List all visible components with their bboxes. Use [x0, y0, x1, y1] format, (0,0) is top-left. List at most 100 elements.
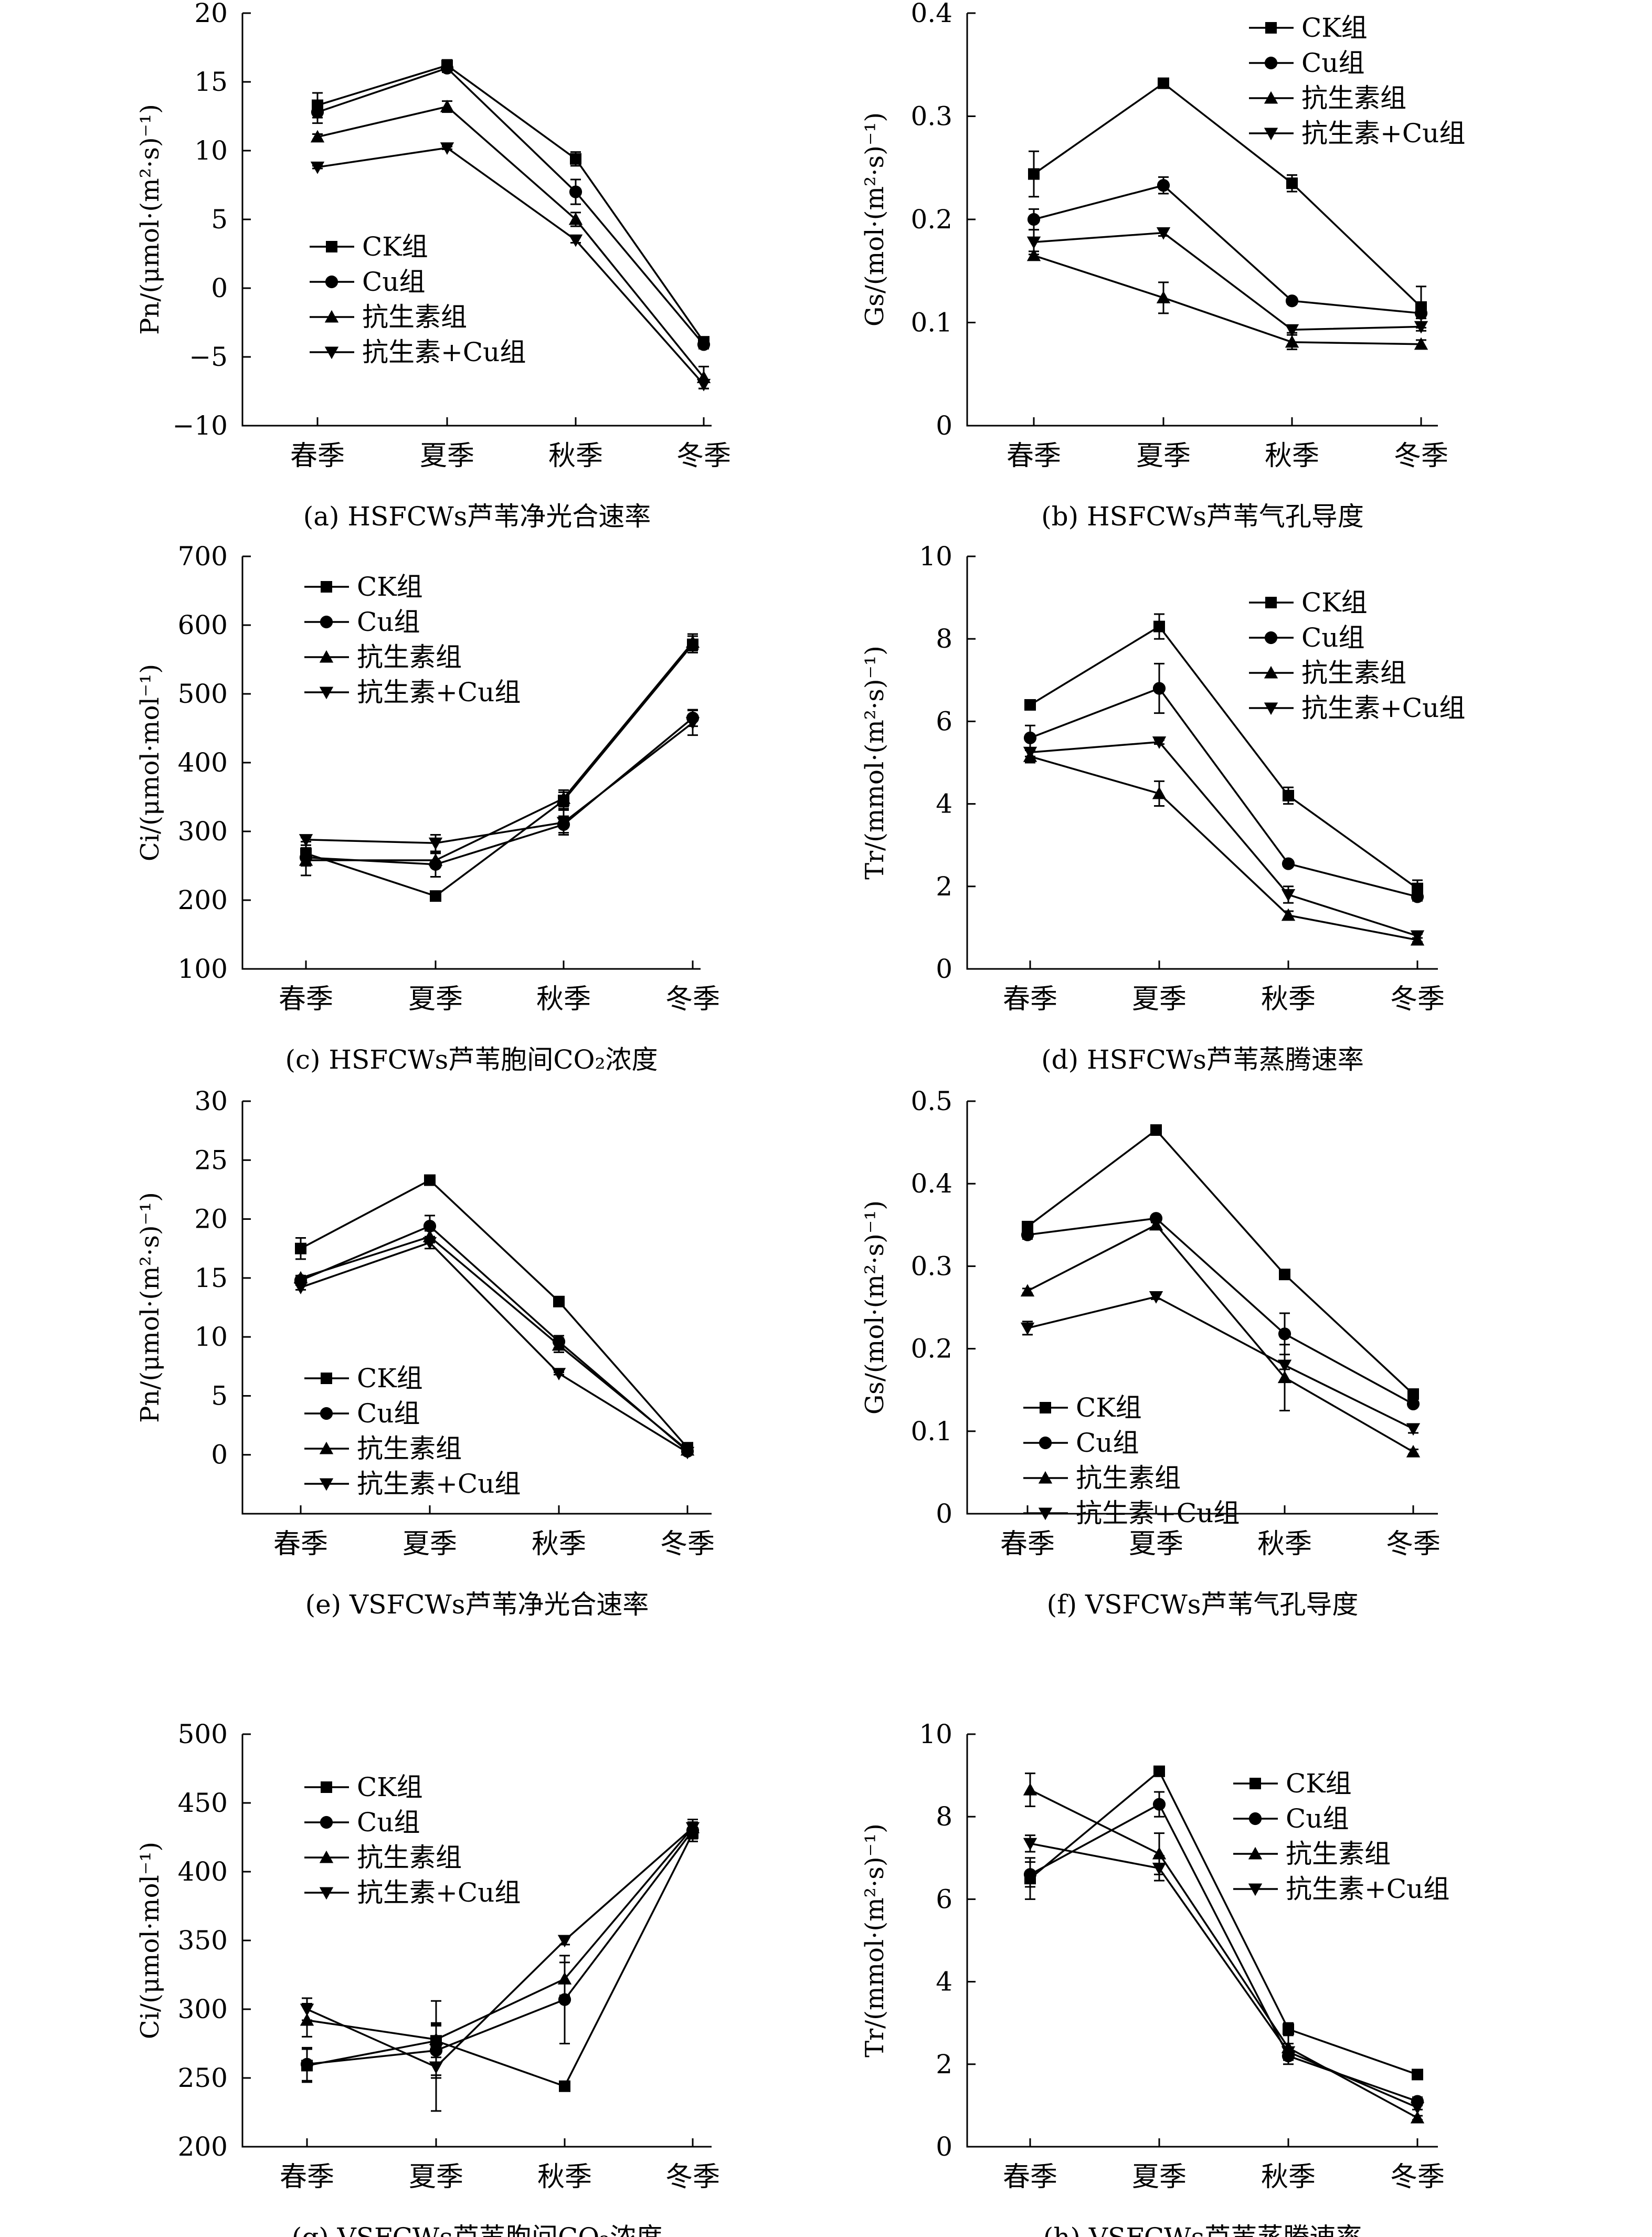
- y-tick-label: 8: [936, 1801, 952, 1832]
- data-point: [1414, 337, 1428, 350]
- legend-label: CK组: [357, 1363, 423, 1394]
- y-tick-label: 10: [194, 1322, 228, 1352]
- data-point: [1150, 1124, 1162, 1136]
- data-point: [1277, 1370, 1292, 1384]
- y-axis-label: Ci/(μmol·mol⁻¹): [135, 1842, 165, 2039]
- y-tick-label: 0: [211, 1440, 228, 1470]
- chart-panel-f: 0 0.1 0.2 0.3 0.4 0.5 春季 夏季 秋季 冬季 Gs/(mol·(m²·s)⁻¹…: [860, 1086, 1441, 1620]
- y-tick-label: 5: [211, 1380, 228, 1411]
- y-tick-label: 350: [178, 1925, 228, 1956]
- data-point: [559, 2080, 570, 2092]
- series-line: [1030, 625, 1418, 890]
- data-point: [299, 853, 313, 866]
- data-point: [1028, 168, 1040, 180]
- x-tick-label: 冬季: [660, 1528, 715, 1560]
- legend-marker: [324, 310, 339, 323]
- x-tick-label: 夏季: [1132, 984, 1187, 1015]
- legend-marker: [320, 1816, 333, 1829]
- y-tick-label: 0.3: [910, 1251, 952, 1281]
- data-point: [685, 635, 700, 648]
- legend-label: Cu组: [1301, 622, 1364, 653]
- y-axis-label: Gs/(mol·(m²·s)⁻¹): [860, 1200, 889, 1415]
- y-tick-label: 0: [936, 410, 952, 441]
- legend-label: 抗生素+Cu组: [362, 337, 526, 367]
- data-point: [568, 212, 583, 225]
- x-tick-label: 夏季: [420, 440, 474, 472]
- y-tick-label: 6: [936, 1884, 952, 1914]
- legend-marker: [321, 1781, 332, 1793]
- legend-marker: [1039, 1436, 1052, 1450]
- data-point: [299, 834, 313, 847]
- data-point: [428, 853, 443, 866]
- legend-label: CK组: [362, 231, 428, 262]
- data-point: [1156, 291, 1171, 303]
- data-point: [1285, 324, 1299, 337]
- chart-panel-c: 100 200 300 400 500 600 700 春季 夏季 秋季 冬季 Ci/(μmol·mo…: [135, 541, 720, 1075]
- data-point: [1286, 177, 1298, 189]
- x-tick-label: 冬季: [665, 2161, 720, 2193]
- legend-marker: [1038, 1507, 1053, 1521]
- y-tick-label: 0: [211, 273, 228, 303]
- data-point: [424, 1174, 436, 1186]
- legend-label: 抗生素+Cu组: [357, 1877, 521, 1908]
- legend-marker: [1264, 128, 1278, 141]
- x-tick-label: 春季: [1003, 2161, 1057, 2193]
- data-point: [1277, 1359, 1292, 1373]
- y-tick-label: 10: [919, 1719, 952, 1749]
- panel-caption: (g) VSFCWs芦苇胞间CO₂浓度: [292, 2222, 663, 2237]
- panel-caption: (c) HSFCWs芦苇胞间CO₂浓度: [285, 1044, 658, 1075]
- data-point: [1406, 1444, 1421, 1458]
- legend-label: CK组: [1301, 13, 1368, 43]
- y-tick-label: 2: [936, 2049, 952, 2080]
- y-tick-label: 300: [178, 816, 228, 847]
- legend-marker: [1249, 1778, 1261, 1789]
- series-line: [1030, 1842, 1418, 2108]
- data-point: [428, 837, 443, 850]
- legend-label: 抗生素组: [1076, 1463, 1181, 1493]
- series-line: [306, 1832, 694, 2087]
- legend-label: CK组: [1076, 1392, 1142, 1423]
- legend-label: Cu组: [357, 1398, 420, 1429]
- data-point: [685, 1822, 700, 1835]
- series-line: [305, 643, 694, 898]
- data-point: [1283, 2023, 1294, 2035]
- data-point: [1281, 2046, 1296, 2059]
- series-line: [306, 641, 694, 861]
- data-point: [1024, 699, 1036, 711]
- y-tick-label: 0: [936, 954, 952, 984]
- series-line: [300, 1241, 688, 1453]
- x-tick-label: 冬季: [1390, 2161, 1445, 2193]
- y-tick-label: 8: [936, 624, 952, 654]
- panel-caption: (b) HSFCWs芦苇气孔导度: [1041, 501, 1364, 532]
- x-tick-label: 夏季: [1132, 2161, 1187, 2193]
- legend-marker: [321, 1373, 332, 1384]
- data-point: [429, 2061, 443, 2074]
- y-axis-label: Gs/(mol·(m²·s)⁻¹): [860, 112, 889, 326]
- y-axis-label: Pn/(μmol·(m²·s)⁻¹): [135, 1192, 165, 1423]
- x-tick-label: 春季: [1000, 1528, 1055, 1560]
- y-tick-label: 450: [178, 1788, 228, 1818]
- panel-caption: (d) HSFCWs芦苇蒸腾速率: [1041, 1044, 1364, 1075]
- series-line: [1027, 1295, 1414, 1430]
- data-point: [1023, 1782, 1037, 1796]
- data-point: [1149, 1291, 1163, 1304]
- data-point: [1414, 321, 1428, 334]
- legend-marker: [1264, 666, 1278, 679]
- y-tick-label: 25: [194, 1145, 228, 1175]
- x-tick-label: 春季: [273, 1528, 328, 1560]
- y-tick-label: 15: [194, 1263, 228, 1293]
- data-point: [311, 105, 324, 119]
- y-tick-label: 4: [936, 789, 952, 819]
- series-line: [305, 717, 694, 866]
- series-line: [1030, 1803, 1418, 2103]
- axes: [241, 556, 701, 970]
- panel-caption: (h) VSFCWs芦苇蒸腾速率: [1043, 2222, 1362, 2237]
- y-tick-label: 100: [178, 954, 228, 984]
- x-tick-label: 春季: [1003, 984, 1057, 1015]
- y-tick-label: 400: [178, 1856, 228, 1887]
- legend-marker: [319, 1850, 334, 1863]
- data-point: [1020, 1284, 1035, 1297]
- x-tick-label: 夏季: [403, 1528, 457, 1560]
- legend-label: Cu组: [357, 1807, 420, 1838]
